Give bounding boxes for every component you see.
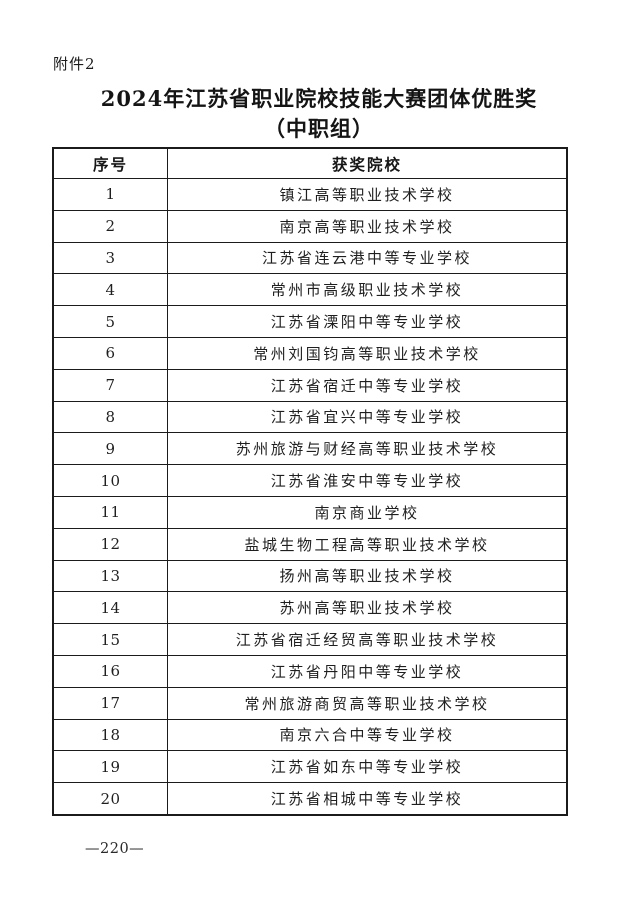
table-row: 14 苏州高等职业技术学校 xyxy=(52,591,568,625)
table-row: 13 扬州高等职业技术学校 xyxy=(52,559,568,593)
school-name: 苏州旅游与财经高等职业技术学校 xyxy=(167,432,568,466)
header-cell-school: 获奖院校 xyxy=(167,147,568,179)
table-row: 15 江苏省宿迁经贸高等职业技术学校 xyxy=(52,623,568,656)
row-number: 4 xyxy=(52,273,168,307)
table-row: 18 南京六合中等专业学校 xyxy=(52,718,568,752)
table-row: 2 南京高等职业技术学校 xyxy=(52,209,568,243)
row-number: 12 xyxy=(52,527,168,561)
row-number: 9 xyxy=(52,432,168,466)
row-number: 18 xyxy=(52,718,168,752)
row-number: 5 xyxy=(52,305,168,338)
row-number: 3 xyxy=(52,241,168,275)
school-name: 常州刘国钧高等职业技术学校 xyxy=(167,336,568,370)
table-row: 12 盐城生物工程高等职业技术学校 xyxy=(52,527,568,561)
school-name: 江苏省连云港中等专业学校 xyxy=(167,241,568,275)
award-table-header: 序号 获奖院校 xyxy=(52,147,568,179)
table-row: 20 江苏省相城中等专业学校 xyxy=(52,782,568,816)
table-row: 8 江苏省宜兴中等专业学校 xyxy=(52,400,568,434)
school-name: 常州旅游商贸高等职业技术学校 xyxy=(167,686,568,720)
row-number: 14 xyxy=(52,591,168,625)
header-cell-number: 序号 xyxy=(52,147,168,179)
row-number: 6 xyxy=(52,336,168,370)
table-row: 6 常州刘国钧高等职业技术学校 xyxy=(52,336,568,370)
school-name: 扬州高等职业技术学校 xyxy=(167,559,568,593)
table-row: 11 南京商业学校 xyxy=(52,495,568,529)
row-number: 20 xyxy=(52,782,168,816)
table-row: 19 江苏省如东中等专业学校 xyxy=(52,750,568,784)
row-number: 17 xyxy=(52,686,168,720)
school-name: 江苏省淮安中等专业学校 xyxy=(167,464,568,497)
school-name: 南京高等职业技术学校 xyxy=(167,209,568,243)
school-name: 江苏省相城中等专业学校 xyxy=(167,782,568,816)
table-body: 1 镇江高等职业技术学校 2 南京高等职业技术学校 3 江苏省连云港中等专业学校 4 常州市高… xyxy=(52,178,568,816)
school-name: 江苏省宿迁中等专业学校 xyxy=(167,368,568,402)
row-number: 2 xyxy=(52,209,168,243)
table-row: 4 常州市高级职业技术学校 xyxy=(52,273,568,307)
school-name: 江苏省宜兴中等专业学校 xyxy=(167,400,568,434)
document-title-line2: （中职组） xyxy=(264,116,374,141)
school-name: 江苏省溧阳中等专业学校 xyxy=(167,305,568,338)
school-name: 常州市高级职业技术学校 xyxy=(167,273,568,307)
row-number: 16 xyxy=(52,654,168,688)
row-number: 1 xyxy=(52,178,168,211)
table-row: 3 江苏省连云港中等专业学校 xyxy=(52,241,568,275)
attachment-label: 附件2 xyxy=(53,55,96,73)
table-row: 1 镇江高等职业技术学校 xyxy=(52,178,568,211)
footer-page-number: —220— xyxy=(85,841,145,857)
school-name: 江苏省宿迁经贸高等职业技术学校 xyxy=(167,623,568,656)
row-number: 19 xyxy=(52,750,168,784)
table-row: 9 苏州旅游与财经高等职业技术学校 xyxy=(52,432,568,466)
document-title-line1: 2024年江苏省职业院校技能大赛团体优胜奖 xyxy=(100,86,538,111)
table-row: 5 江苏省溧阳中等专业学校 xyxy=(52,305,568,338)
row-number: 13 xyxy=(52,559,168,593)
award-table: 序号 获奖院校 1 镇江高等职业技术学校 2 南京高等职业技术学校 3 江苏省连云港中等专… xyxy=(52,147,568,816)
table-row: 10 江苏省淮安中等专业学校 xyxy=(52,464,568,497)
school-name: 镇江高等职业技术学校 xyxy=(167,178,568,211)
row-number: 15 xyxy=(52,623,168,656)
school-name: 南京商业学校 xyxy=(167,495,568,529)
school-name: 南京六合中等专业学校 xyxy=(167,718,568,752)
document-title: 2024年江苏省职业院校技能大赛团体优胜奖 （中职组） xyxy=(0,84,638,144)
table-row: 16 江苏省丹阳中等专业学校 xyxy=(52,654,568,688)
header-row: 序号 获奖院校 xyxy=(52,147,568,179)
row-number: 8 xyxy=(52,400,168,434)
row-number: 10 xyxy=(52,464,168,497)
school-name: 苏州高等职业技术学校 xyxy=(167,591,568,625)
school-name: 江苏省如东中等专业学校 xyxy=(167,750,568,784)
table-row: 17 常州旅游商贸高等职业技术学校 xyxy=(52,686,568,720)
row-number: 11 xyxy=(52,495,168,529)
table-row: 7 江苏省宿迁中等专业学校 xyxy=(52,368,568,402)
school-name: 盐城生物工程高等职业技术学校 xyxy=(167,527,568,561)
row-number: 7 xyxy=(52,368,168,402)
school-name: 江苏省丹阳中等专业学校 xyxy=(167,654,568,688)
